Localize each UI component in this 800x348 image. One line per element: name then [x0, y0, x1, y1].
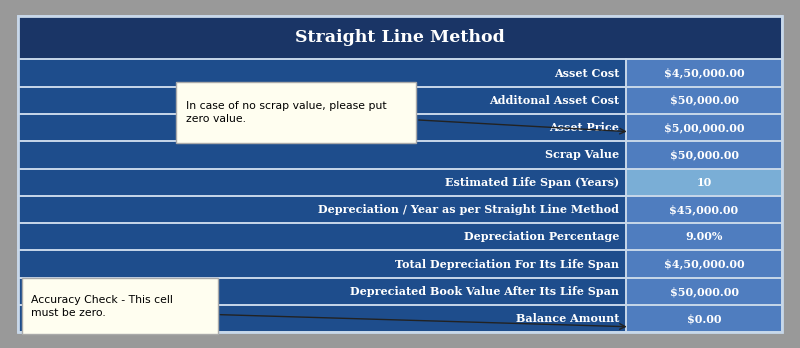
- Bar: [18, 168, 626, 196]
- Bar: [18, 305, 626, 332]
- Bar: [18, 141, 626, 168]
- Text: $50,000.00: $50,000.00: [670, 286, 738, 297]
- Text: $0.00: $0.00: [686, 313, 722, 324]
- Bar: [626, 196, 782, 223]
- Bar: [626, 196, 782, 223]
- Bar: [18, 60, 626, 87]
- Bar: [626, 251, 782, 278]
- Text: $50,000.00: $50,000.00: [670, 95, 738, 106]
- Text: Depreciated Book Value After Its Life Span: Depreciated Book Value After Its Life Sp…: [350, 286, 619, 297]
- Bar: [626, 114, 782, 141]
- Bar: [18, 223, 626, 251]
- Bar: [626, 87, 782, 114]
- Text: $5,00,000.00: $5,00,000.00: [664, 122, 744, 133]
- Bar: [626, 87, 782, 114]
- Bar: [22, 278, 218, 334]
- Text: Balance Amount: Balance Amount: [516, 313, 619, 324]
- Bar: [626, 305, 782, 332]
- Bar: [18, 278, 626, 305]
- Bar: [176, 82, 416, 143]
- Text: Accuracy Check - This cell
must be zero.: Accuracy Check - This cell must be zero.: [31, 295, 173, 318]
- Text: $4,50,000.00: $4,50,000.00: [664, 68, 744, 79]
- Bar: [18, 16, 782, 60]
- Bar: [18, 141, 626, 168]
- Bar: [176, 82, 416, 143]
- Bar: [626, 305, 782, 332]
- Bar: [18, 223, 626, 251]
- Text: In case of no scrap value, please put
zero value.: In case of no scrap value, please put ze…: [186, 101, 386, 124]
- Bar: [626, 60, 782, 87]
- Bar: [626, 278, 782, 305]
- Bar: [626, 141, 782, 168]
- Bar: [18, 114, 626, 141]
- Bar: [18, 196, 626, 223]
- Text: $50,000.00: $50,000.00: [670, 149, 738, 160]
- Text: Scrap Value: Scrap Value: [545, 149, 619, 160]
- Bar: [626, 251, 782, 278]
- Text: 10: 10: [696, 177, 712, 188]
- Bar: [18, 305, 626, 332]
- Bar: [626, 60, 782, 87]
- Text: Asset Price: Asset Price: [550, 122, 619, 133]
- Bar: [18, 251, 626, 278]
- Bar: [18, 16, 782, 60]
- Bar: [18, 87, 626, 114]
- Text: Depreciation / Year as per Straight Line Method: Depreciation / Year as per Straight Line…: [318, 204, 619, 215]
- Bar: [18, 251, 626, 278]
- Text: Depreciation Percentage: Depreciation Percentage: [464, 231, 619, 242]
- Text: Estimated Life Span (Years): Estimated Life Span (Years): [445, 177, 619, 188]
- Bar: [626, 278, 782, 305]
- Bar: [18, 196, 626, 223]
- Bar: [626, 168, 782, 196]
- Bar: [626, 223, 782, 251]
- Bar: [626, 223, 782, 251]
- Bar: [626, 168, 782, 196]
- Text: Straight Line Method: Straight Line Method: [295, 29, 505, 46]
- Bar: [18, 168, 626, 196]
- Bar: [18, 60, 626, 87]
- Text: $45,000.00: $45,000.00: [670, 204, 738, 215]
- Text: $4,50,000.00: $4,50,000.00: [664, 259, 744, 270]
- Bar: [18, 278, 626, 305]
- Text: Total Depreciation For Its Life Span: Total Depreciation For Its Life Span: [395, 259, 619, 270]
- Bar: [626, 141, 782, 168]
- Text: Additonal Asset Cost: Additonal Asset Cost: [489, 95, 619, 106]
- Bar: [22, 278, 218, 334]
- Bar: [626, 114, 782, 141]
- Bar: [18, 114, 626, 141]
- Text: Asset Cost: Asset Cost: [554, 68, 619, 79]
- Bar: [18, 87, 626, 114]
- Text: 9.00%: 9.00%: [686, 231, 722, 242]
